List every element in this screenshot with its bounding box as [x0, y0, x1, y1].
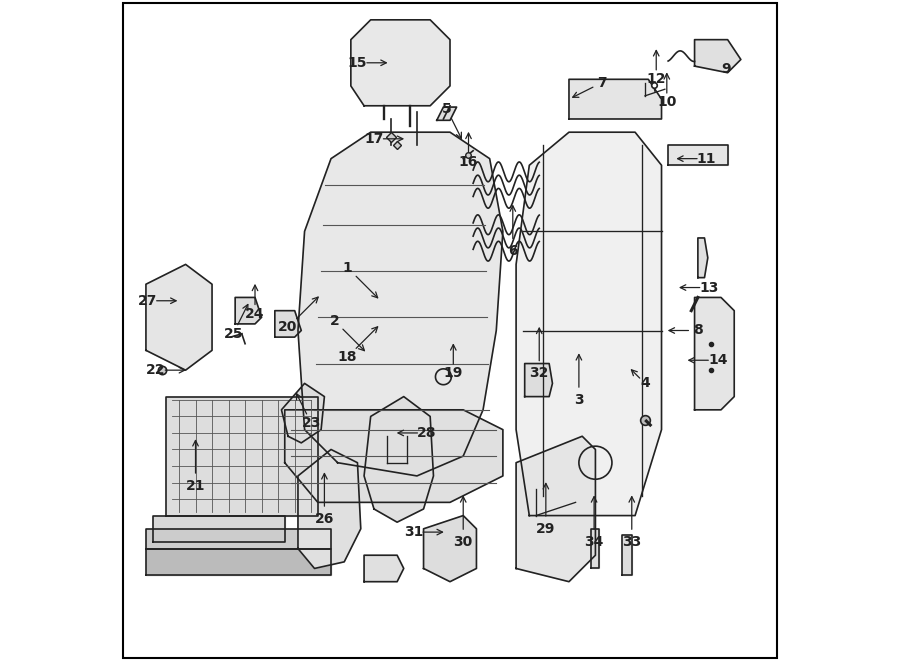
Text: 20: 20: [278, 320, 298, 334]
Polygon shape: [525, 364, 553, 397]
Text: 16: 16: [459, 155, 478, 169]
Polygon shape: [166, 397, 318, 516]
Text: 5: 5: [442, 102, 452, 116]
Text: 3: 3: [574, 393, 584, 407]
Text: 22: 22: [146, 363, 166, 377]
Polygon shape: [298, 449, 361, 568]
Polygon shape: [622, 535, 632, 575]
Polygon shape: [569, 79, 662, 119]
Polygon shape: [146, 549, 331, 575]
Text: 33: 33: [622, 535, 642, 549]
Text: 2: 2: [329, 313, 339, 328]
Polygon shape: [298, 132, 503, 476]
Text: 4: 4: [640, 376, 650, 391]
Text: 34: 34: [584, 535, 604, 549]
Text: 27: 27: [138, 293, 157, 308]
Polygon shape: [695, 297, 734, 410]
Polygon shape: [668, 145, 727, 165]
Text: 26: 26: [315, 512, 334, 526]
Polygon shape: [284, 410, 503, 502]
Polygon shape: [436, 107, 456, 120]
Text: 10: 10: [657, 95, 677, 110]
Polygon shape: [153, 516, 284, 542]
Text: 12: 12: [646, 72, 666, 87]
Text: 31: 31: [404, 525, 423, 539]
Polygon shape: [235, 297, 262, 324]
Text: 24: 24: [246, 307, 265, 321]
Text: 8: 8: [693, 323, 703, 338]
Polygon shape: [695, 40, 741, 73]
Text: 29: 29: [536, 522, 555, 536]
Text: 1: 1: [343, 260, 353, 275]
Polygon shape: [516, 132, 662, 516]
Polygon shape: [698, 238, 707, 278]
Text: 7: 7: [598, 75, 607, 90]
Polygon shape: [146, 264, 212, 370]
Text: 6: 6: [508, 244, 518, 258]
Polygon shape: [516, 436, 596, 582]
Text: 15: 15: [347, 56, 367, 70]
Text: 21: 21: [185, 479, 205, 493]
Text: 23: 23: [302, 416, 321, 430]
Polygon shape: [146, 529, 331, 549]
Text: 14: 14: [708, 353, 727, 368]
Polygon shape: [424, 516, 476, 582]
Polygon shape: [364, 397, 434, 522]
Polygon shape: [282, 383, 324, 443]
Text: 30: 30: [454, 535, 473, 549]
Text: 25: 25: [223, 327, 243, 341]
Text: 13: 13: [699, 280, 719, 295]
Polygon shape: [351, 20, 450, 106]
Polygon shape: [364, 555, 404, 582]
Text: 17: 17: [364, 132, 383, 146]
Text: 9: 9: [722, 62, 731, 77]
Polygon shape: [274, 311, 302, 337]
Polygon shape: [591, 529, 599, 568]
Text: 28: 28: [417, 426, 436, 440]
Text: 32: 32: [529, 366, 549, 381]
Text: 18: 18: [338, 350, 357, 364]
Text: 11: 11: [697, 151, 716, 166]
Text: 19: 19: [444, 366, 463, 381]
